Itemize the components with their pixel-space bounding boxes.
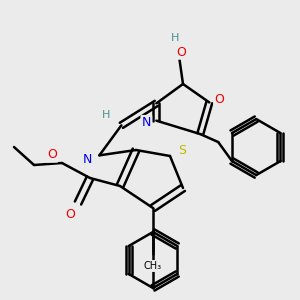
Text: N: N xyxy=(142,116,151,129)
Text: H: H xyxy=(102,110,111,120)
Text: O: O xyxy=(176,46,186,59)
Text: S: S xyxy=(178,145,186,158)
Text: H: H xyxy=(171,33,179,43)
Text: N: N xyxy=(83,153,92,166)
Text: O: O xyxy=(214,93,224,106)
Text: O: O xyxy=(47,148,57,161)
Text: CH₃: CH₃ xyxy=(144,261,162,271)
Text: O: O xyxy=(65,208,75,221)
